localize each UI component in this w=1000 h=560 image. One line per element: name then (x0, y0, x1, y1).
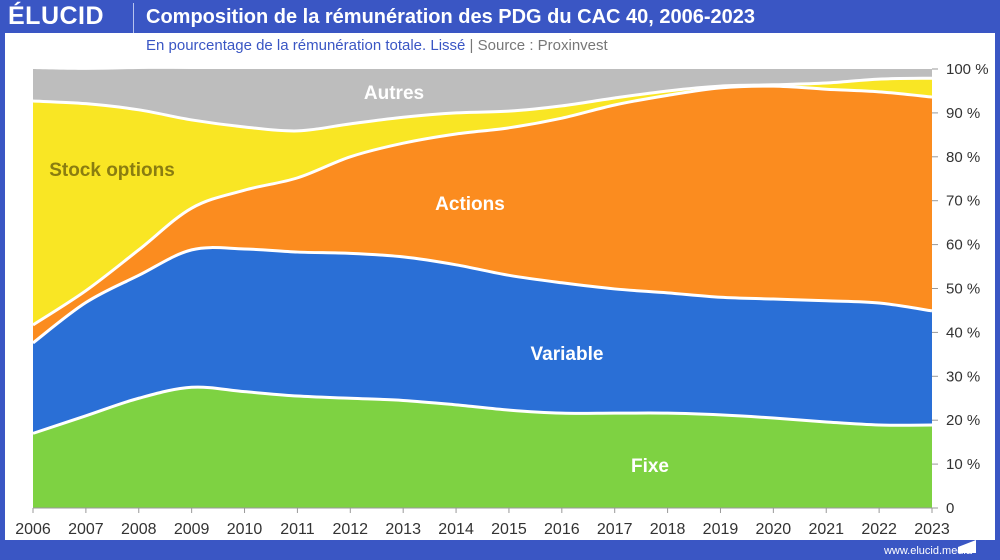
area-fixe (33, 387, 932, 508)
x-tick-label: 2016 (544, 521, 580, 538)
footer-url: www.elucid.media (883, 545, 972, 557)
area-variable (33, 247, 932, 434)
x-tick-label: 2011 (280, 521, 315, 538)
x-tick-label: 2022 (861, 521, 897, 538)
elucid-logo: ÉLUCID (8, 2, 105, 30)
series-label-variable: Variable (531, 344, 604, 365)
x-tick-label: 2009 (174, 521, 210, 538)
series-label-actions: Actions (435, 194, 505, 215)
area-autres (33, 68, 932, 131)
y-tick-label: 70 % (946, 193, 980, 210)
x-tick-label: 2008 (121, 521, 157, 538)
x-tick-label: 2018 (650, 521, 686, 538)
boundary-variable (32, 246, 933, 345)
subtitle-text: En pourcentage de la rémunération totale… (146, 37, 466, 54)
area-actions (33, 86, 932, 343)
x-tick-label: 2014 (438, 521, 474, 538)
x-tick-label: 2013 (385, 521, 421, 538)
series-label-autres: Autres (364, 83, 424, 104)
series-label-stock-options: Stock options (49, 160, 175, 181)
boundary-fixe (32, 385, 933, 435)
header-divider (133, 3, 134, 33)
subtitle-separator: | (469, 37, 474, 54)
y-tick-label: 20 % (946, 412, 980, 429)
y-tick-label: 90 % (946, 105, 980, 122)
source-text: Source : Proxinvest (477, 37, 608, 54)
x-tick-label: 2015 (491, 521, 527, 538)
y-tick-label: 80 % (946, 149, 980, 166)
x-tick-label: 2023 (914, 521, 950, 538)
boundary-stock-options (32, 76, 933, 133)
x-tick-label: 2007 (68, 521, 104, 538)
x-tick-label: 2019 (703, 521, 739, 538)
x-tick-label: 2006 (15, 521, 51, 538)
y-tick-label: 60 % (946, 237, 980, 254)
y-tick-label: 30 % (946, 368, 980, 385)
x-tick-label: 2012 (332, 521, 368, 538)
area-stock-options (33, 78, 932, 325)
x-tick-label: 2017 (597, 521, 633, 538)
y-tick-label: 100 % (946, 61, 989, 78)
y-tick-label: 0 (946, 500, 954, 517)
y-tick-label: 10 % (946, 456, 980, 473)
series-label-fixe: Fixe (631, 456, 669, 477)
x-tick-label: 2020 (756, 521, 792, 538)
header: ÉLUCID Composition de la rémunération de… (0, 0, 1000, 33)
chart-subtitle: En pourcentage de la rémunération totale… (146, 37, 608, 54)
y-tick-label: 40 % (946, 324, 980, 341)
x-tick-label: 2010 (227, 521, 263, 538)
x-tick-label: 2021 (808, 521, 844, 538)
y-tick-label: 50 % (946, 281, 980, 298)
chart-title: Composition de la rémunération des PDG d… (146, 6, 756, 28)
